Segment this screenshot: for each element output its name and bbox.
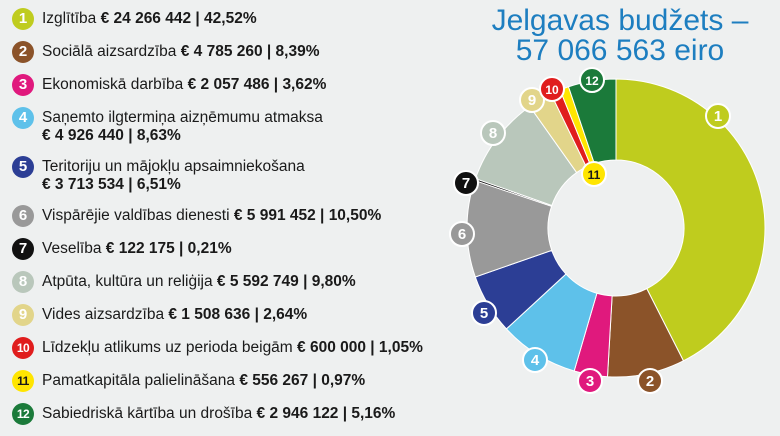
chart-title: Jelgavas budžets – 57 066 563 eiro: [470, 6, 770, 66]
donut-badge-9: 9: [519, 87, 545, 113]
legend-item-9: 9 Vides aizsardzība € 1 508 636 | 2,64%: [12, 304, 482, 326]
svg-text:5: 5: [480, 305, 488, 322]
donut-badge-2: 2: [637, 368, 663, 394]
legend-category-value: € 4 926 440 | 8,63%: [42, 127, 181, 144]
legend-category-name: Sabiedriskā kārtība un drošība: [42, 405, 257, 422]
chart-title-line-1: Jelgavas budžets –: [491, 4, 749, 37]
legend-label-10: Līdzekļu atlikums uz perioda beigām € 60…: [42, 337, 423, 357]
svg-text:4: 4: [531, 352, 540, 369]
legend-badge-9: 9: [12, 304, 34, 326]
legend-badge-1: 1: [12, 8, 34, 30]
legend-badge-11: 11: [12, 370, 34, 392]
legend-category-value: € 3 713 534 | 6,51%: [42, 176, 181, 193]
donut-badge-7: 7: [453, 170, 479, 196]
legend-item-10: 10 Līdzekļu atlikums uz perioda beigām € …: [12, 337, 482, 359]
legend-category-name: Vispārējie valdības dienesti: [42, 207, 234, 224]
legend-label-1: Izglītība € 24 266 442 | 42,52%: [42, 8, 257, 28]
legend-badge-8: 8: [12, 271, 34, 293]
legend-category-value: € 556 267 | 0,97%: [239, 372, 366, 389]
legend-category-value: € 122 175 | 0,21%: [105, 240, 232, 257]
legend-item-5: 5 Teritoriju un mājokļu apsaimniekošana €…: [12, 156, 482, 194]
legend-label-4: Saņemto ilgtermiņa aizņēmumu atmaksa € 4…: [42, 107, 323, 145]
svg-text:10: 10: [545, 83, 559, 97]
legend-item-6: 6 Vispārējie valdības dienesti € 5 991 45…: [12, 205, 482, 227]
legend-label-5: Teritoriju un mājokļu apsaimniekošana € …: [42, 156, 305, 194]
legend-badge-2: 2: [12, 41, 34, 63]
donut-badge-11: 11: [581, 161, 607, 187]
legend-item-3: 3 Ekonomiskā darbība € 2 057 486 | 3,62%: [12, 74, 482, 96]
donut-badge-6: 6: [449, 221, 475, 247]
svg-text:12: 12: [585, 74, 599, 88]
legend-label-11: Pamatkapitāla palielināšana € 556 267 | …: [42, 370, 365, 390]
legend-label-2: Sociālā aizsardzība € 4 785 260 | 8,39%: [42, 41, 320, 61]
legend-category-name: Veselība: [42, 240, 106, 257]
legend-label-6: Vispārējie valdības dienesti € 5 991 452…: [42, 205, 381, 225]
legend-category-name: Saņemto ilgtermiņa aizņēmumu atmaksa: [42, 109, 323, 126]
legend-category-name: Pamatkapitāla palielināšana: [42, 372, 240, 389]
legend-category-name: Līdzekļu atlikums uz perioda beigām: [42, 339, 298, 356]
svg-text:9: 9: [528, 92, 536, 109]
donut-badge-4: 4: [522, 347, 548, 373]
legend-category-value: € 1 508 636 | 2,64%: [168, 306, 308, 323]
legend-label-3: Ekonomiskā darbība € 2 057 486 | 3,62%: [42, 74, 326, 94]
legend-badge-10: 10: [12, 337, 34, 359]
legend-badge-6: 6: [12, 205, 34, 227]
legend-item-12: 12 Sabiedriskā kārtība un drošība € 2 946…: [12, 403, 482, 425]
legend-category-value: € 5 592 749 | 9,80%: [216, 273, 356, 290]
legend-badge-5: 5: [12, 156, 34, 178]
legend-category-value: € 5 991 452 | 10,50%: [233, 207, 382, 224]
svg-text:7: 7: [462, 175, 470, 192]
chart-title-line-2: 57 066 563 eiro: [515, 34, 725, 67]
donut-badge-10: 10: [539, 76, 565, 102]
legend-category-name: Teritoriju un mājokļu apsaimniekošana: [42, 158, 305, 175]
legend-category-value: € 2 946 122 | 5,16%: [256, 405, 396, 422]
legend-item-7: 7 Veselība € 122 175 | 0,21%: [12, 238, 482, 260]
donut-badge-5: 5: [471, 300, 497, 326]
legend-item-8: 8 Atpūta, kultūra un reliģija € 5 592 749…: [12, 271, 482, 293]
legend-label-9: Vides aizsardzība € 1 508 636 | 2,64%: [42, 304, 307, 324]
donut-badge-8: 8: [480, 120, 506, 146]
legend-label-8: Atpūta, kultūra un reliģija € 5 592 749 …: [42, 271, 356, 291]
legend-item-1: 1 Izglītība € 24 266 442 | 42,52%: [12, 8, 482, 30]
legend-item-2: 2 Sociālā aizsardzība € 4 785 260 | 8,39%: [12, 41, 482, 63]
svg-text:1: 1: [714, 108, 722, 125]
chart-legend: 1 Izglītība € 24 266 442 | 42,52% 2 Sociālā…: [12, 8, 482, 436]
legend-category-value: € 24 266 442 | 42,52%: [100, 10, 257, 27]
legend-item-4: 4 Saņemto ilgtermiņa aizņēmumu atmaksa € …: [12, 107, 482, 145]
svg-text:6: 6: [458, 226, 466, 243]
svg-text:2: 2: [646, 373, 654, 390]
svg-text:11: 11: [588, 168, 601, 182]
legend-category-name: Ekonomiskā darbība: [42, 76, 188, 93]
legend-badge-4: 4: [12, 107, 34, 129]
legend-category-value: € 2 057 486 | 3,62%: [187, 76, 327, 93]
svg-text:8: 8: [489, 125, 497, 142]
legend-category-value: € 600 000 | 1,05%: [297, 339, 423, 356]
legend-label-7: Veselība € 122 175 | 0,21%: [42, 238, 232, 258]
legend-item-11: 11 Pamatkapitāla palielināšana € 556 267 …: [12, 370, 482, 392]
legend-category-name: Sociālā aizsardzība: [42, 43, 181, 60]
donut-badge-12: 12: [579, 67, 605, 93]
legend-category-value: € 4 785 260 | 8,39%: [180, 43, 320, 60]
legend-category-name: Vides aizsardzība: [42, 306, 169, 323]
donut-badge-1: 1: [705, 103, 731, 129]
svg-text:3: 3: [586, 373, 594, 390]
legend-badge-3: 3: [12, 74, 34, 96]
legend-badge-7: 7: [12, 238, 34, 260]
legend-badge-12: 12: [12, 403, 34, 425]
legend-category-name: Atpūta, kultūra un reliģija: [42, 273, 217, 290]
donut-badge-3: 3: [577, 368, 603, 394]
legend-label-12: Sabiedriskā kārtība un drošība € 2 946 1…: [42, 403, 395, 423]
legend-category-name: Izglītība: [42, 10, 101, 27]
